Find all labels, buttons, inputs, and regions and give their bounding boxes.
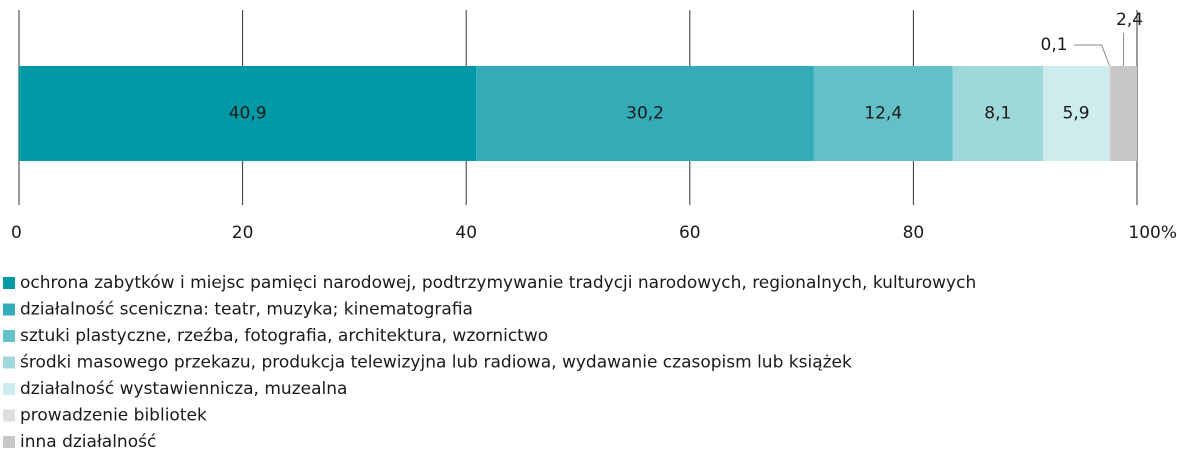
data-label: 5,9 [1063,104,1090,124]
bar-segment [476,66,814,161]
leader-line [1073,44,1111,67]
x-tick-label: 80 [903,223,925,243]
legend-swatch [3,330,15,342]
legend-label: ochrona zabytków i miejsc pamięci narodo… [20,273,976,293]
x-tick-label: 20 [232,223,254,243]
legend-swatch [3,303,15,316]
legend-label: sztuki plastyczne, rzeźba, fotografia, a… [20,326,548,346]
x-tick-label: 60 [679,223,701,243]
bar-segment [1043,66,1110,161]
bar-segment [19,66,477,161]
legend-label: działalność sceniczna: teatr, muzyka; ki… [20,300,473,320]
data-label: 40,9 [229,104,267,124]
legend-swatch [3,436,15,448]
bar-segment [952,66,1044,161]
x-tick-label: 100% [1128,223,1177,243]
legend-label: prowadzenie bibliotek [20,406,207,426]
legend-swatch [3,383,15,395]
bar-segment [1109,66,1111,161]
data-label: 2,4 [1116,10,1143,30]
legend-label: środki masowego przekazu, produkcja tele… [20,353,852,373]
x-tick-label: 40 [455,223,477,243]
data-label: 8,1 [984,104,1011,124]
legend-label: działalność wystawiennicza, muzealna [20,379,347,399]
legend-swatch [3,356,15,369]
legend-label: inna działalność [20,432,156,452]
data-label: 30,2 [626,104,664,124]
data-label: 12,4 [864,104,902,124]
bar-segment [1110,66,1137,161]
bar-segment [813,66,953,161]
x-tick-label: 0 [11,223,22,243]
data-label: 0,1 [1041,35,1068,55]
legend-swatch [3,277,15,289]
legend-swatch [3,409,15,422]
